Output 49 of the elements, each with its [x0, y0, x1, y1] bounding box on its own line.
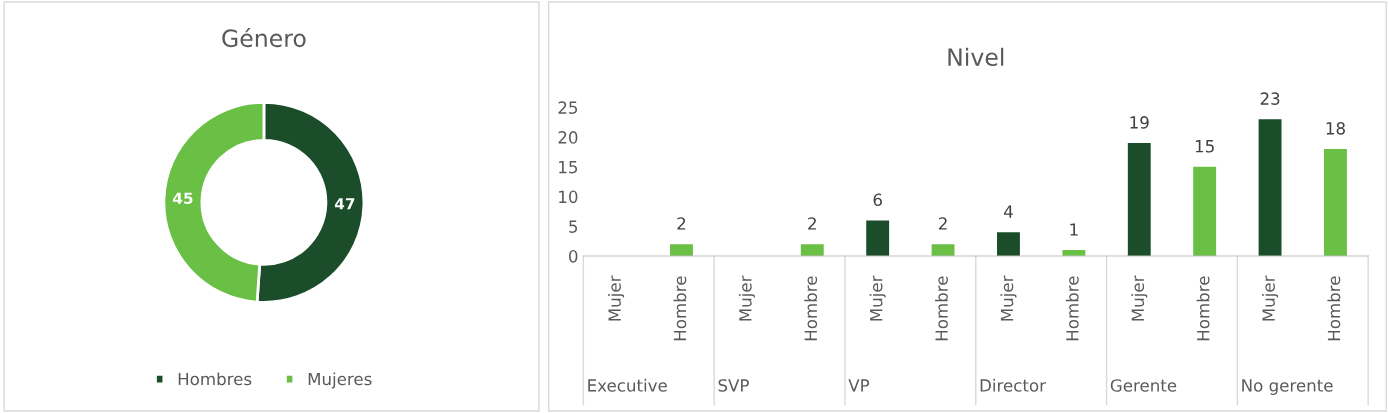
data-label: 19	[1130, 116, 1149, 129]
chart-title: Nivel	[948, 47, 1004, 67]
y-tick-label: 0	[569, 250, 578, 263]
bar	[670, 244, 693, 257]
y-tick-label: 10	[559, 190, 578, 204]
data-label: 15	[1195, 140, 1214, 153]
y-tick-label: 5	[569, 220, 578, 233]
bar	[1193, 166, 1217, 257]
x-tick-label: Hombre	[673, 276, 687, 341]
x-tick-label: Mujer	[738, 275, 755, 321]
data-label: 1	[1070, 223, 1078, 236]
x-tick-label: Hombre	[1065, 276, 1079, 341]
data-label: 2	[808, 217, 816, 230]
x-tick-label: Mujer	[608, 275, 625, 321]
x-tick-label: Mujer	[869, 275, 886, 321]
legend-label: Mujeres	[308, 372, 372, 389]
data-label: 23	[1260, 92, 1280, 105]
y-tick-label: 15	[559, 161, 578, 174]
bar	[1258, 119, 1282, 257]
bar	[931, 244, 955, 257]
text: Executive	[588, 378, 667, 392]
bar	[800, 244, 824, 257]
chart-title: Género	[222, 27, 306, 48]
data-label: 2	[677, 217, 686, 230]
x-tick-label: Mujer	[1131, 275, 1148, 321]
x-tick-label: Hombre	[1327, 276, 1341, 341]
x-tick-label: Hombre	[935, 276, 948, 341]
text: Director	[980, 378, 1046, 392]
y-tick-label: 20	[558, 131, 578, 144]
data-label: 2	[938, 217, 947, 230]
bar	[866, 220, 890, 257]
data-label: 47	[334, 198, 355, 210]
x-tick-label: Mujer	[1000, 275, 1017, 321]
x-tick-label: Hombre	[1196, 276, 1210, 341]
x-tick-label: Hombre	[804, 276, 818, 341]
bar	[997, 232, 1020, 257]
text: SVP	[718, 379, 749, 392]
data-label: 4	[1003, 205, 1013, 218]
x-tick-label: Mujer	[1262, 275, 1279, 321]
text: No gerente	[1242, 379, 1333, 395]
data-label: 6	[873, 193, 882, 207]
data-label: 45	[173, 192, 193, 205]
y-tick-label: 25	[558, 101, 578, 114]
bar	[1127, 143, 1151, 257]
text: Gerente	[1110, 379, 1177, 392]
text: VP	[848, 379, 870, 392]
legend-label: Hombres	[178, 372, 252, 386]
data-label: 18	[1326, 122, 1345, 135]
bar	[1324, 149, 1347, 257]
